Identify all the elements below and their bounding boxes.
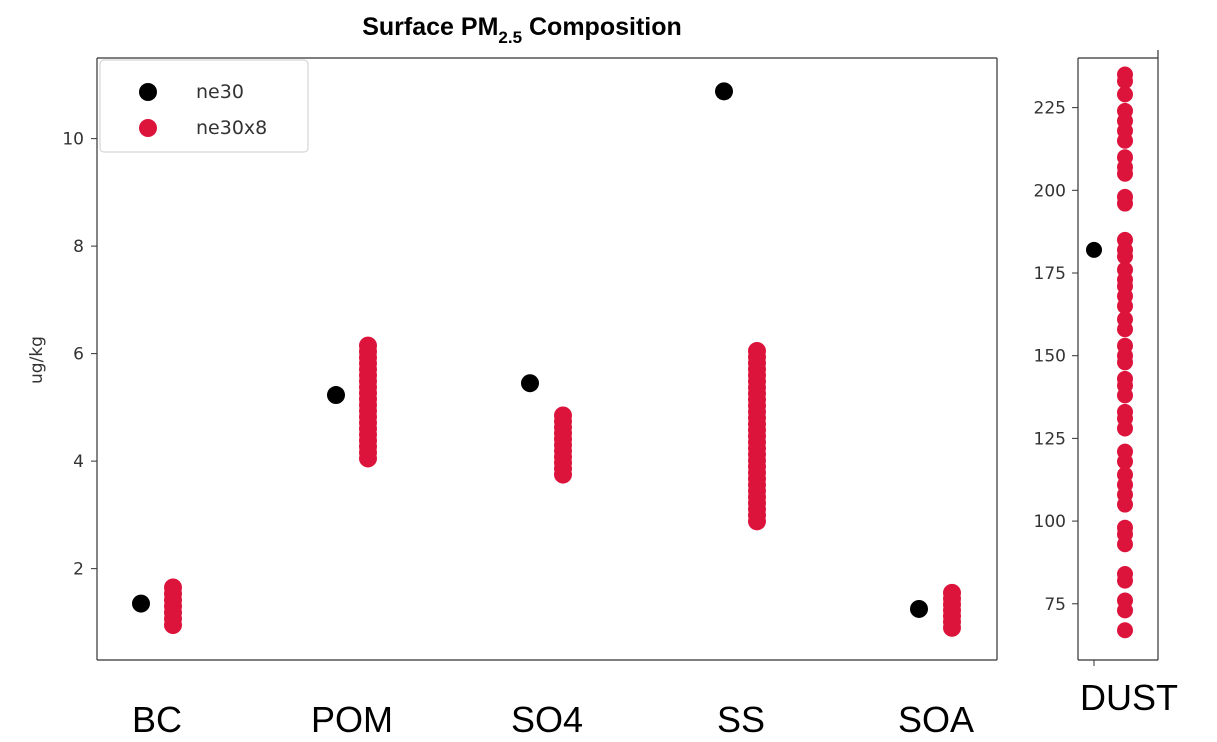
- dust-y-tick-label: 125: [1034, 429, 1066, 449]
- point-ne30x8-bc: [164, 616, 182, 635]
- dust-y-tick-label: 225: [1034, 99, 1066, 119]
- chart-title-main: Surface PM: [362, 13, 498, 41]
- point-ne30-pom: [327, 386, 345, 405]
- point-ne30x8-dust: [1117, 519, 1133, 536]
- main-y-ticks: 2 4 6 8 10: [62, 130, 97, 580]
- point-ne30x8-ss: [748, 512, 766, 531]
- main-y-tick-label: 4: [73, 452, 84, 472]
- category-label-dust: DUST: [1080, 677, 1178, 718]
- main-y-tick-label: 2: [73, 560, 84, 580]
- point-ne30x8-dust: [1117, 622, 1133, 639]
- point-ne30-ss: [715, 82, 733, 101]
- category-label-soa: SOA: [898, 699, 974, 740]
- point-ne30-dust: [1086, 241, 1102, 258]
- category-label-so4: SO4: [511, 699, 583, 740]
- category-label-bc: BC: [132, 699, 182, 740]
- point-ne30x8-dust: [1117, 337, 1133, 354]
- legend-marker-ne30x8: [139, 119, 157, 137]
- dust-y-ticks: 75 100 125 150 175 200 225: [1034, 99, 1078, 615]
- legend: ne30 ne30x8: [99, 59, 309, 153]
- point-ne30x8-dust: [1117, 149, 1133, 166]
- point-ne30x8-dust: [1117, 188, 1133, 205]
- main-plot-area: 2 4 6 8 10 BC POM SO4 SS SOA: [62, 57, 998, 740]
- dust-y-tick-label: 200: [1034, 181, 1066, 201]
- y-axis-label: ug/kg: [27, 336, 47, 384]
- legend-label-ne30x8: ne30x8: [196, 117, 267, 139]
- point-ne30x8-dust: [1117, 592, 1133, 609]
- dust-plot-area: 75 100 125 150 175 200 225 DUST: [1034, 50, 1178, 718]
- point-ne30x8-so4: [554, 465, 572, 484]
- dust-y-tick-label: 150: [1034, 347, 1066, 367]
- chart-title-subscript: 2.5: [498, 28, 522, 47]
- main-data-marks: [132, 82, 961, 637]
- point-ne30x8-pom: [359, 449, 377, 468]
- category-label-ss: SS: [717, 699, 765, 740]
- legend-marker-ne30: [139, 83, 157, 101]
- point-ne30x8-dust: [1117, 466, 1133, 483]
- point-ne30x8-dust: [1117, 102, 1133, 119]
- point-ne30-so4: [521, 374, 539, 393]
- legend-label-ne30: ne30: [196, 81, 244, 103]
- point-ne30x8-dust: [1117, 231, 1133, 248]
- dust-y-tick-label: 75: [1044, 595, 1066, 615]
- main-y-tick-label: 8: [73, 237, 84, 257]
- point-ne30x8-dust: [1117, 566, 1133, 582]
- point-ne30x8-dust: [1117, 403, 1133, 420]
- point-ne30x8-dust: [1117, 443, 1133, 460]
- main-y-tick-label: 6: [73, 345, 84, 365]
- point-ne30-soa: [910, 599, 928, 618]
- dust-y-tick-label: 175: [1034, 264, 1066, 284]
- point-ne30x8-dust: [1117, 370, 1133, 387]
- point-ne30x8-dust: [1117, 66, 1133, 83]
- category-labels: BC POM SO4 SS SOA: [132, 699, 974, 740]
- category-label-pom: POM: [311, 699, 393, 740]
- main-y-tick-label: 10: [62, 130, 84, 150]
- point-ne30x8-dust: [1117, 261, 1133, 278]
- dust-y-tick-label: 100: [1034, 512, 1066, 532]
- dust-data-marks: [1086, 66, 1133, 639]
- point-ne30x8-dust: [1117, 86, 1133, 103]
- chart-title: Surface PM2.5 Composition: [362, 13, 682, 47]
- chart-title-rest: Composition: [522, 13, 682, 41]
- point-ne30x8-dust: [1117, 311, 1133, 328]
- point-ne30-bc: [132, 594, 150, 613]
- point-ne30x8-soa: [943, 618, 961, 637]
